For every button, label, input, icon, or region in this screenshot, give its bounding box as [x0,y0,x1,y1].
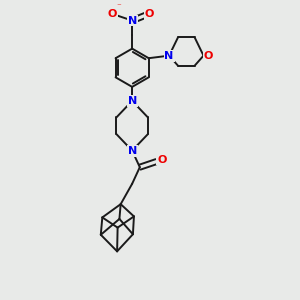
Text: O: O [108,9,117,19]
Text: N: N [128,96,137,106]
Text: ⁻: ⁻ [116,2,121,11]
Text: N: N [164,51,174,61]
Text: O: O [157,154,167,164]
Text: N: N [128,16,137,26]
Text: N: N [128,146,137,156]
Text: O: O [145,9,154,19]
Text: O: O [203,51,213,61]
